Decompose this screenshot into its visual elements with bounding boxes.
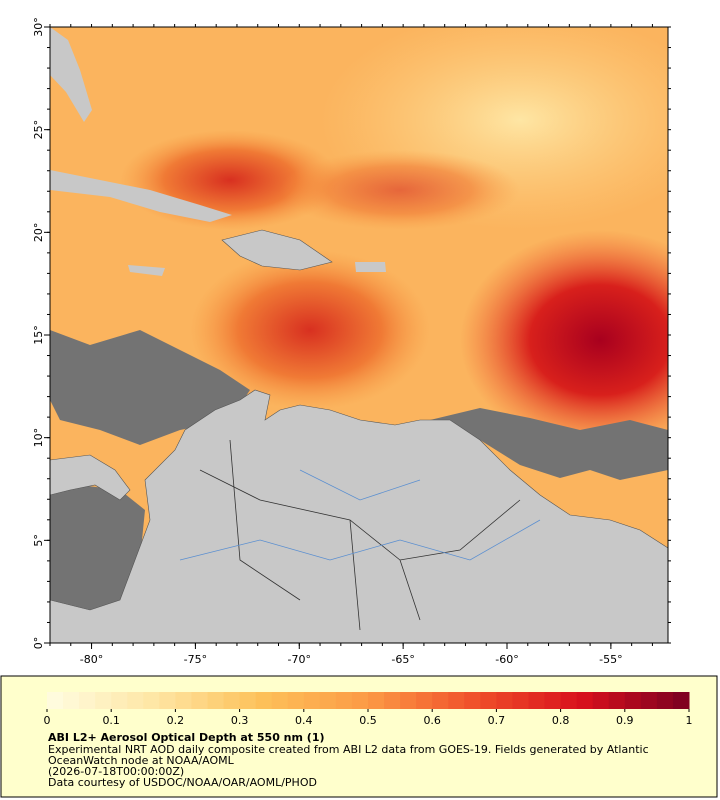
x-tick-label: -55° [599,653,622,666]
colorbar-cell [448,692,465,709]
colorbar-cell [319,692,337,709]
colorbar-cell [560,692,578,709]
colorbar-tick-label: 0.2 [167,714,185,727]
colorbar-cell [111,692,128,709]
colorbar-cell [239,692,257,709]
colorbar-cell [544,692,562,709]
y-tick-label: 30° [32,17,45,37]
colorbar-cell [351,692,369,709]
colorbar-cell [512,692,529,709]
colorbar-cell [223,692,241,709]
colorbar-cell [271,692,289,709]
note: Data courtesy of USDOC/NOAA/OAR/AOML/PHO… [48,776,317,789]
colorbar-cell [47,692,64,709]
colorbar-cell [640,692,658,709]
colorbar-tick-label: 0.5 [359,714,377,727]
colorbar-cell [335,692,353,709]
y-tick-label: 5° [32,534,45,547]
colorbar-cell [592,692,610,709]
colorbar-cell [624,692,642,709]
colorbar-tick-label: 0.3 [231,714,249,727]
colorbar-cell [79,692,96,709]
note: OceanWatch node at NOAA/AOML [48,754,235,767]
colorbar-cell [207,692,225,709]
y-tick-label: 10° [32,428,45,448]
colorbar-tick-label: 0.7 [488,714,506,727]
colorbar-tick-label: 0.8 [552,714,570,727]
colorbar-cell [416,692,433,709]
colorbar-cell [255,692,273,709]
colorbar-cell [672,692,690,709]
colorbar-cell [127,692,144,709]
y-tick-label: 0° [32,637,45,650]
colorbar-cell [400,692,417,709]
colorbar-tick-label: 0.1 [102,714,120,727]
map [50,27,668,643]
colorbar-cell [496,692,513,709]
colorbar-cell [95,692,112,709]
colorbar-cell [464,692,481,709]
colorbar-cell [576,692,594,709]
colorbar-cell [656,692,674,709]
colorbar-cell [384,692,401,709]
x-tick-label: -70° [288,653,311,666]
colorbar-cell [480,692,497,709]
colorbar-cell [159,692,176,709]
colorbar-tick-label: 1 [686,714,693,727]
x-tick-label: -65° [391,653,414,666]
colorbar-cell [143,692,160,709]
colorbar-cell [432,692,449,709]
colorbar-tick-label: 0 [44,714,51,727]
y-tick-label: 20° [32,223,45,243]
colorbar-cell [303,692,321,709]
colorbar-tick-label: 0.4 [295,714,313,727]
note: Experimental NRT AOD daily composite cre… [48,743,649,756]
colorbar-cell [175,692,192,709]
colorbar-cell [287,692,305,709]
x-tick-label: -60° [495,653,518,666]
title: ABI L2+ Aerosol Optical Depth at 550 nm … [48,731,325,744]
colorbar-cell [63,692,80,709]
colorbar-tick-label: 0.6 [423,714,441,727]
colorbar-cell [368,692,385,709]
colorbar-cell [528,692,546,709]
x-tick-label: -80° [80,653,103,666]
colorbar-tick-label: 0.9 [616,714,634,727]
colorbar-cell [191,692,208,709]
y-tick-label: 15° [32,325,45,345]
note: (2026-07-18T00:00:00Z) [48,765,184,778]
x-tick-label: -75° [184,653,207,666]
colorbar-cell [608,692,626,709]
y-tick-label: 25° [32,120,45,140]
